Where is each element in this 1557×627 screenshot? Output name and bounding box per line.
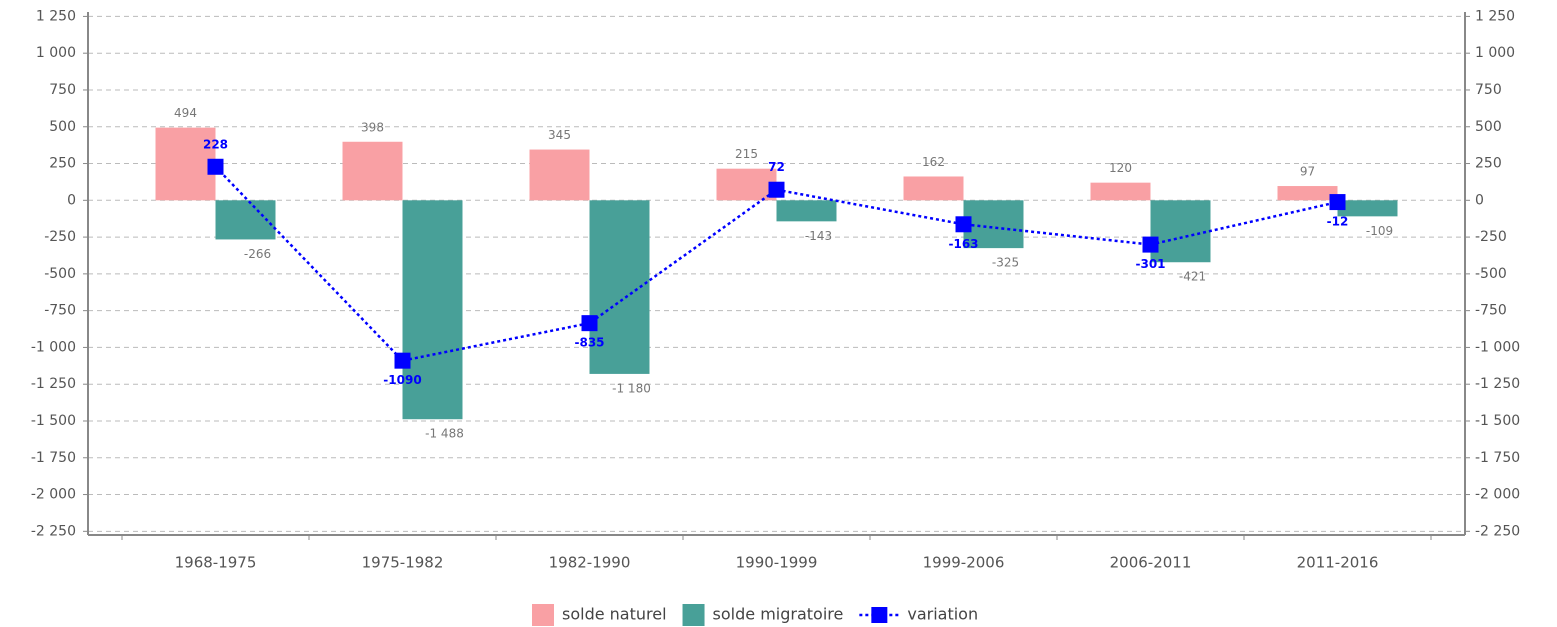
y2-tick-label: 0 (1475, 192, 1484, 208)
legend-label: solde migratoire (713, 605, 844, 624)
data-label: 162 (922, 155, 945, 169)
bar (1337, 200, 1398, 217)
data-label: -1 488 (425, 427, 464, 441)
y-tick-label: 1 000 (36, 45, 76, 61)
y2-tick-label: 500 (1475, 119, 1502, 135)
data-label: -301 (1135, 257, 1165, 271)
y-tick-label: -2 000 (31, 487, 76, 503)
y2-tick-label: -2 000 (1475, 487, 1520, 503)
bar (529, 149, 590, 201)
legend-swatch (871, 607, 888, 623)
x-tick-label: 2011-2016 (1297, 554, 1379, 572)
legend-swatch (682, 604, 705, 626)
data-label: 494 (174, 106, 197, 120)
y2-tick-label: -500 (1475, 266, 1507, 282)
x-tick-label: 1990-1999 (736, 554, 818, 572)
legend-label: variation (907, 605, 978, 624)
data-label: 228 (203, 137, 228, 151)
y-tick-label: 750 (49, 82, 76, 98)
data-label: -12 (1327, 215, 1349, 229)
bar (776, 200, 837, 222)
bar (903, 176, 964, 201)
data-label: 215 (735, 147, 758, 161)
x-tick-label: 1982-1990 (549, 554, 631, 572)
data-label: -835 (574, 336, 604, 350)
y-tick-label: -1 250 (31, 376, 76, 392)
marker (207, 158, 224, 175)
y-tick-label: 0 (67, 192, 76, 208)
y-tick-label: 1 250 (36, 8, 76, 24)
data-label: -109 (1366, 224, 1393, 238)
marker (768, 181, 785, 198)
bar (589, 200, 650, 374)
x-tick-label: 1968-1975 (175, 554, 257, 572)
marker (1142, 236, 1159, 253)
x-tick-label: 2006-2011 (1110, 554, 1192, 572)
marker (394, 352, 411, 369)
marker (1329, 194, 1346, 211)
y-tick-label: -1 750 (31, 450, 76, 466)
data-label: -1090 (383, 373, 421, 387)
bar (1277, 186, 1338, 201)
y2-tick-label: 1 000 (1475, 45, 1515, 61)
data-label: -266 (244, 247, 271, 261)
y-tick-label: -250 (44, 229, 76, 245)
y2-tick-label: -2 250 (1475, 523, 1520, 539)
y2-tick-label: -1 750 (1475, 450, 1520, 466)
legend-label: solde naturel (562, 605, 667, 624)
data-label: -143 (805, 229, 832, 243)
y-tick-label: 500 (49, 119, 76, 135)
x-tick-label: 1999-2006 (923, 554, 1005, 572)
data-label: 72 (768, 160, 785, 174)
marker (581, 315, 598, 332)
bar (716, 168, 777, 201)
y-tick-label: -1 000 (31, 339, 76, 355)
bar (1090, 182, 1151, 201)
data-label: 97 (1300, 165, 1315, 179)
data-label: -421 (1179, 270, 1206, 284)
data-label: -163 (948, 237, 978, 251)
bar (402, 200, 463, 420)
data-label: 120 (1109, 161, 1132, 175)
y2-tick-label: 750 (1475, 82, 1502, 98)
legend-swatch (532, 604, 554, 626)
y2-tick-label: 250 (1475, 156, 1502, 172)
bar (1150, 200, 1211, 263)
y-tick-label: -500 (44, 266, 76, 282)
y2-tick-label: -1 250 (1475, 376, 1520, 392)
x-tick-label: 1975-1982 (362, 554, 444, 572)
y2-tick-label: -750 (1475, 303, 1507, 319)
data-label: -325 (992, 256, 1019, 270)
bar (342, 141, 403, 201)
marker (955, 216, 972, 233)
y2-tick-label: -1 500 (1475, 413, 1520, 429)
y2-tick-label: -1 000 (1475, 339, 1520, 355)
bar (155, 127, 216, 201)
data-label: 398 (361, 120, 384, 134)
y-tick-label: -2 250 (31, 523, 76, 539)
y2-tick-label: 1 250 (1475, 8, 1515, 24)
y-tick-label: -1 500 (31, 413, 76, 429)
y-tick-label: -750 (44, 303, 76, 319)
data-label: -1 180 (612, 381, 651, 395)
y-tick-label: 250 (49, 156, 76, 172)
data-label: 345 (548, 128, 571, 142)
y2-tick-label: -250 (1475, 229, 1507, 245)
